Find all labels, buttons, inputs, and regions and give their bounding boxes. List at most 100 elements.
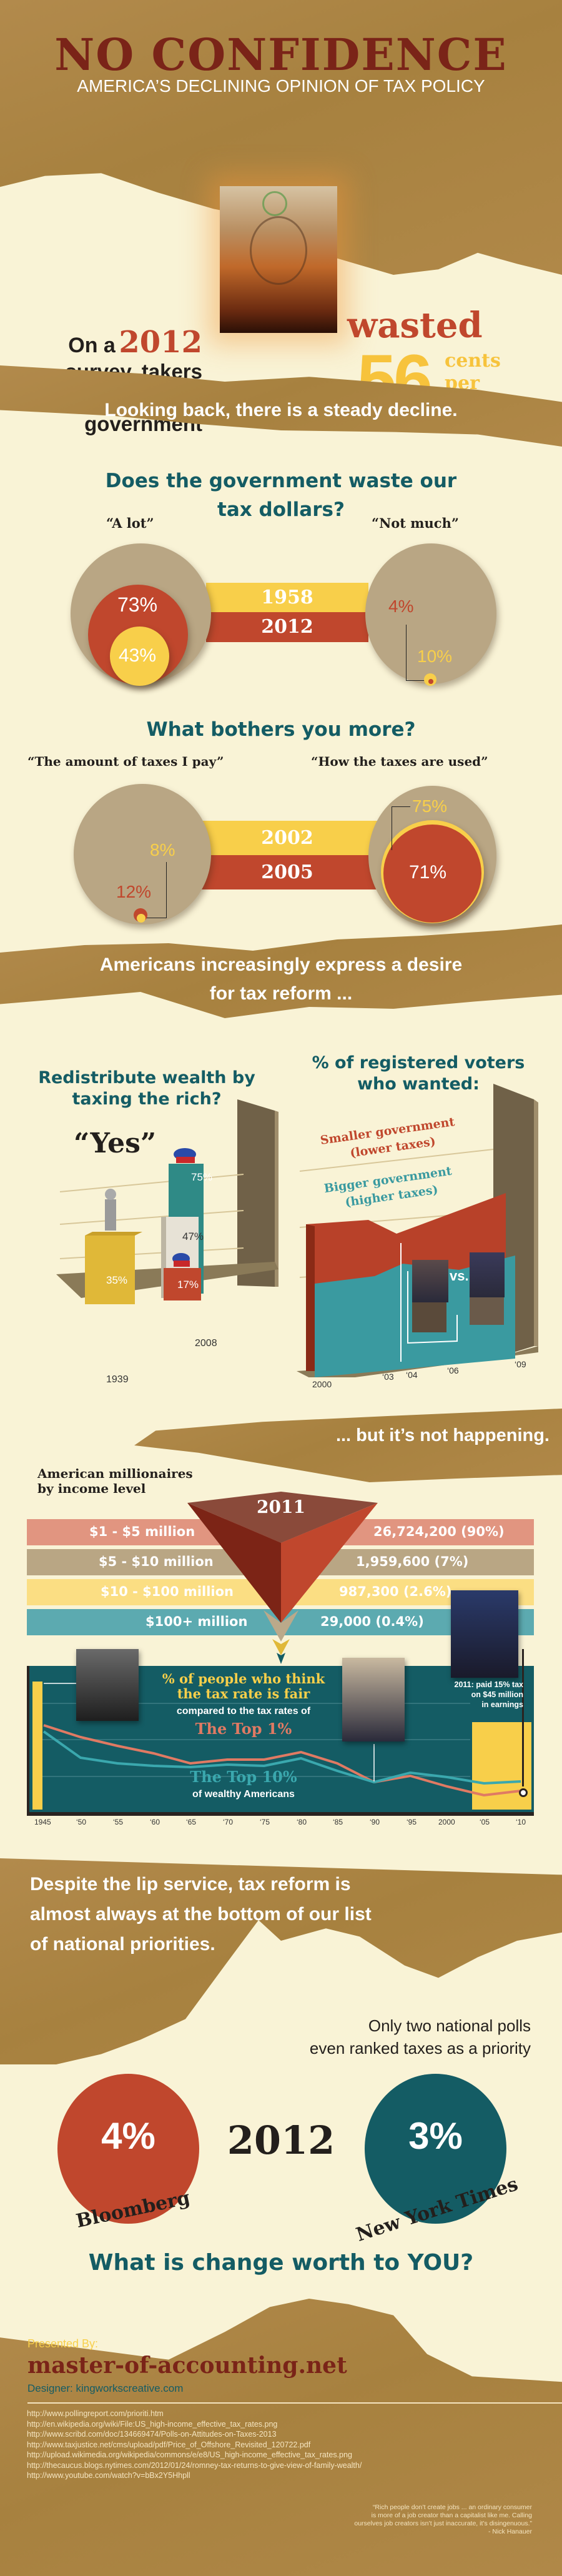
x-50: ‘50	[76, 1818, 87, 1826]
not-much-outer-circle	[365, 543, 496, 684]
banner-decline-text: Looking back, there is a steady decline.	[104, 400, 458, 420]
millionaires-title-2: by income level	[37, 1481, 146, 1496]
a-lot-2012-value: 43%	[119, 645, 157, 666]
x-2000: 2000	[438, 1818, 455, 1826]
source-link[interactable]: http://upload.wikimedia.org/wikipedia/co…	[27, 2450, 352, 2459]
tier-count: 26,724,200 (90%)	[373, 1524, 505, 1539]
x-1945: 1945	[34, 1818, 51, 1826]
label-amount: “The amount of taxes I pay”	[27, 754, 224, 769]
source-link[interactable]: http://en.wikipedia.org/wiki/File:US_hig…	[27, 2419, 278, 2429]
not-much-2012-value: 10%	[417, 646, 453, 666]
page-title: NO CONFIDENCE	[54, 29, 508, 81]
kerry-photo	[470, 1252, 505, 1297]
tier-level: $100+ million	[145, 1614, 248, 1629]
sources-list: http://www.pollingreport.com/prioriti.ht…	[27, 2409, 362, 2481]
quote-line: is more of a job creator than a capitali…	[371, 2512, 532, 2519]
bar-2008-rep-label: 17%	[177, 1279, 199, 1290]
waste-title-2: tax dollars?	[217, 498, 345, 521]
polls-intro-2: even ranked taxes as a priority	[309, 2039, 531, 2058]
bar-2008-all-label: 47%	[182, 1231, 204, 1242]
presented-by: Presented By:	[27, 2337, 99, 2350]
vs-label: vs.	[450, 1268, 469, 1284]
legend-top10: The Top 10%	[190, 1768, 297, 1786]
tier-level: $10 - $100 million	[101, 1584, 234, 1599]
x-80: ‘80	[297, 1818, 307, 1826]
fdr-photo	[76, 1649, 139, 1721]
tier-count: 29,000 (0.4%)	[320, 1614, 424, 1629]
romney-note-1: 2011: paid 15% tax	[454, 1680, 523, 1689]
used-2005-value: 71%	[409, 862, 447, 883]
romney-photo	[451, 1590, 518, 1678]
year-2005: 2005	[197, 855, 378, 889]
used-leader-line	[392, 806, 410, 850]
pyramid-year: 2011	[257, 1497, 305, 1517]
a-lot-1958-value: 73%	[117, 593, 158, 616]
area-x-03: ‘03	[382, 1372, 394, 1382]
bar-chart-title-2: taxing the rich?	[72, 1089, 222, 1109]
hero-year: 2012	[119, 325, 202, 360]
source-link[interactable]: http://www.taxjustice.net/cms/upload/pdf…	[27, 2440, 311, 2449]
source-link[interactable]: http://www.youtube.com/watch?v=bBx2Y5Hhp…	[27, 2471, 190, 2480]
not-much-1958-value: 4%	[388, 597, 414, 616]
area-x-06: ‘06	[447, 1365, 459, 1375]
hanauer-quote: “Rich people don’t create jobs ... an or…	[250, 2504, 532, 2536]
closing-question: What is change worth to YOU?	[88, 2250, 474, 2276]
polls-year: 2012	[227, 2118, 335, 2163]
dollar-portrait	[250, 216, 307, 285]
hero-cents: cents	[445, 350, 501, 372]
legend-top1: The Top 1%	[195, 1720, 292, 1738]
romney-frame-line	[522, 1649, 524, 1786]
bar-x-2008: 2008	[195, 1338, 217, 1349]
dollar-seal	[262, 191, 287, 216]
x-70: ‘70	[223, 1818, 234, 1826]
source-link[interactable]: http://www.scribd.com/doc/134669474/Poll…	[27, 2430, 277, 2439]
bloomberg-value: 4%	[101, 2115, 155, 2157]
designer-credit: Designer: kingworkscreative.com	[27, 2382, 184, 2394]
romney-dot	[519, 1788, 528, 1797]
x-10: ‘10	[516, 1818, 526, 1826]
pyramid-graphic	[187, 1492, 378, 1664]
area-chart	[297, 1084, 538, 1377]
fair-title-3: compared to the tax rates of	[176, 1706, 311, 1717]
year-1958: 1958	[206, 583, 368, 612]
amount-2002-value: 8%	[150, 840, 175, 859]
x-55: ‘55	[113, 1818, 124, 1826]
source-link[interactable]: http://thecaucus.blogs.nytimes.com/2012/…	[27, 2460, 362, 2470]
used-2002-value: 75%	[412, 796, 448, 816]
year-2012: 2012	[206, 612, 368, 642]
a-lot-2012-circle	[110, 627, 169, 686]
label-a-lot: “A lot”	[106, 515, 154, 531]
romney-note-3: in earnings	[481, 1700, 523, 1709]
area-x-04: ‘04	[406, 1370, 418, 1380]
waste-title-1: Does the government waste our	[105, 470, 457, 492]
fair-title-2: the tax rate is fair	[177, 1686, 310, 1702]
amount-2002-dot	[137, 914, 145, 923]
bloomberg-circle	[57, 2074, 199, 2224]
tier-count: 987,300 (2.6%)	[339, 1584, 452, 1599]
year-2002: 2002	[197, 821, 378, 855]
nyt-circle	[365, 2074, 506, 2224]
x-60: ‘60	[150, 1818, 160, 1826]
yellow-band-1945	[32, 1682, 42, 1810]
bush-photo	[412, 1260, 448, 1302]
hero-left-line1: On a 2012	[21, 325, 202, 360]
year-band-2002-2005: 2002 2005	[197, 821, 378, 889]
hero-prefix: On a	[68, 334, 116, 357]
romney-note-2: on $45 million	[471, 1690, 523, 1699]
x-90: ‘90	[370, 1818, 380, 1826]
polls-intro-1: Only two national polls	[368, 2016, 531, 2035]
bar-2008-dem-label: 75%	[191, 1171, 213, 1183]
bar-chart-yes: “Yes”	[74, 1127, 157, 1159]
area-x-2000: 2000	[312, 1379, 332, 1389]
millionaires-title-1: American millionaires	[37, 1466, 193, 1481]
x-95: ‘95	[407, 1818, 417, 1826]
quote-author: - Nick Hanauer	[488, 2528, 532, 2535]
banner-priorities-line3: of national priorities.	[30, 1934, 215, 1954]
hero-wasted: wasted	[347, 305, 483, 346]
area-chart-title-1: % of registered voters	[312, 1053, 525, 1073]
label-how-used: “How the taxes are used”	[311, 754, 488, 769]
legend-top10-sub: of wealthy Americans	[192, 1789, 295, 1800]
area-chart-title-2: who wanted:	[357, 1074, 480, 1094]
label-not-much: “Not much”	[372, 515, 459, 531]
source-link[interactable]: http://www.pollingreport.com/prioriti.ht…	[27, 2409, 164, 2418]
